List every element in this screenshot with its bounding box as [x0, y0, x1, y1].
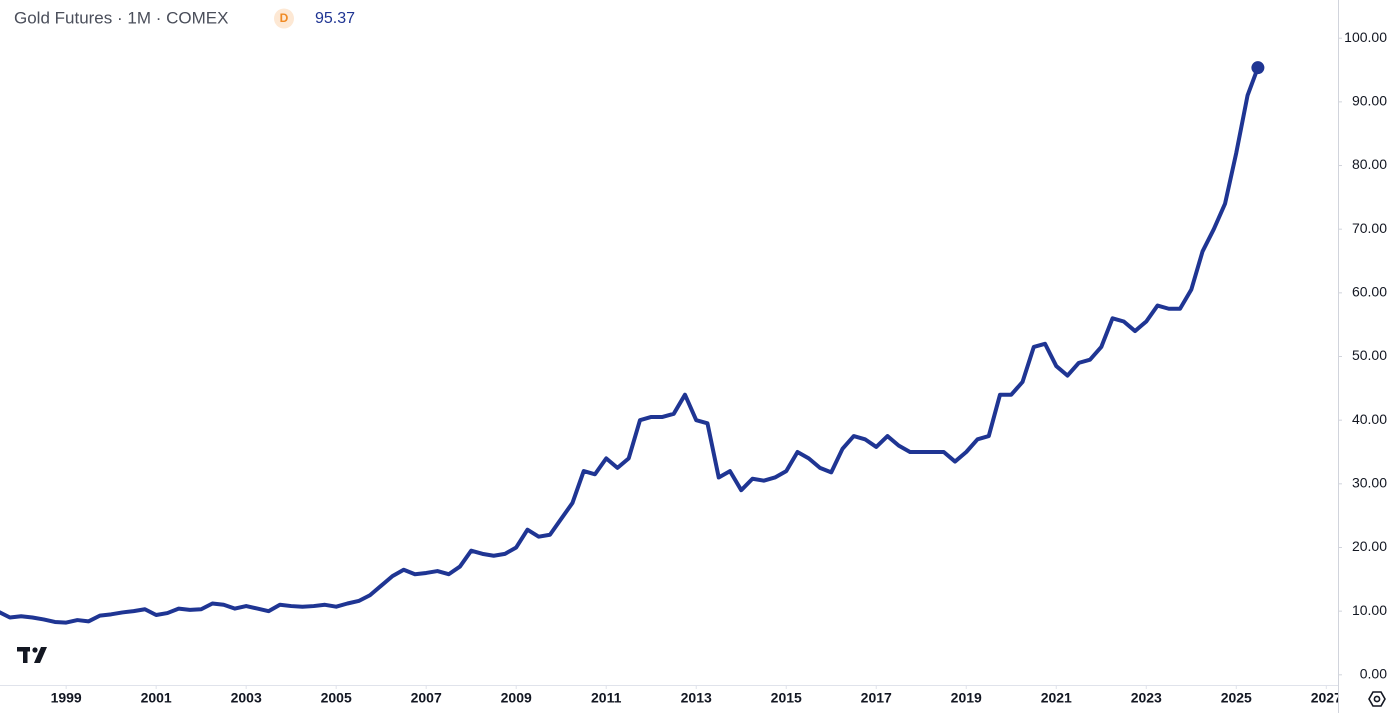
x-tick-label: 2009: [501, 690, 532, 706]
y-tick-label: 20.00: [1352, 538, 1387, 554]
chart-title: Gold Futures · 1M · COMEX: [14, 8, 228, 27]
y-tick-label: 90.00: [1352, 93, 1387, 109]
y-tick-label: 10.00: [1352, 602, 1387, 618]
interval-badge: D: [280, 11, 289, 25]
x-tick-label: 2001: [141, 690, 172, 706]
last-point: [1251, 61, 1265, 75]
plot-area: [0, 61, 1265, 625]
y-tick-label: 50.00: [1352, 347, 1387, 363]
x-tick-label: 2023: [1131, 690, 1162, 706]
x-tick-label: 2017: [861, 690, 892, 706]
y-tick-label: 80.00: [1352, 156, 1387, 172]
x-tick-label: 2005: [321, 690, 352, 706]
y-tick-label: 70.00: [1352, 220, 1387, 236]
y-tick-label: 60.00: [1352, 284, 1387, 300]
y-tick-label: 0.00: [1360, 666, 1387, 682]
x-tick-label: 2021: [1041, 690, 1072, 706]
y-tick-label: 40.00: [1352, 411, 1387, 427]
last-price: 95.37: [315, 10, 355, 27]
x-tick-label: 1999: [51, 690, 82, 706]
logo: [17, 647, 47, 663]
price-line: [0, 65, 1260, 625]
x-tick-label: 2019: [951, 690, 982, 706]
y-tick-label: 30.00: [1352, 475, 1387, 491]
x-tick-label: 2015: [771, 690, 802, 706]
y-tick-label: 100.00: [1344, 29, 1387, 45]
x-tick-label: 2025: [1221, 690, 1252, 706]
x-tick-label: 2007: [411, 690, 442, 706]
x-tick-label: 2011: [591, 690, 622, 706]
x-axis: 1999 2001 2003 2005 2007 2009 2011 2013 2015 2017…: [51, 685, 1342, 706]
badge-bg: [274, 8, 294, 29]
x-tick-label: 2027: [1311, 690, 1342, 706]
x-tick-label: 2013: [681, 690, 712, 706]
y-axis: 0.00 10.00 20.00 30.00 40.00 50.00 60.00 70.00 8…: [1338, 29, 1387, 682]
x-tick-label: 2003: [231, 690, 262, 706]
settings-icon[interactable]: [1368, 691, 1386, 707]
